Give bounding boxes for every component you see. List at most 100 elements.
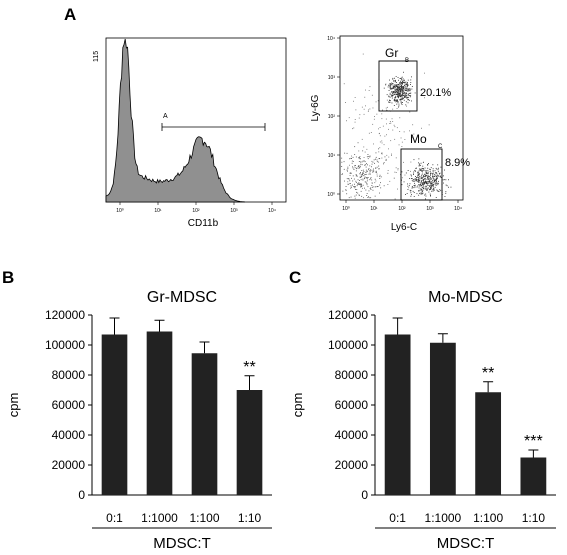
- dotplot-event: [403, 71, 404, 73]
- dotplot-event: [358, 194, 360, 196]
- dotplot-panel: Gr B 20.1% Mo C 8.9% 10⁰ 10¹ 10² 10³ 10⁴10⁰1…: [310, 35, 470, 233]
- dotplot-event: [423, 182, 425, 183]
- dotplot-event: [422, 184, 424, 186]
- dotplot-event: [418, 194, 420, 196]
- dotplot-event: [423, 186, 425, 188]
- dotplot-event: [406, 83, 408, 85]
- dotplot-event: [386, 134, 387, 136]
- dotplot-event: [398, 79, 399, 81]
- dotplot-event: [432, 181, 434, 183]
- dotplot-event: [402, 88, 404, 90]
- dotplot-event: [398, 144, 400, 146]
- dotplot-event: [392, 78, 394, 80]
- dotplot-event: [425, 185, 427, 187]
- dotplot-event: [360, 166, 361, 168]
- dotplot-event: [431, 185, 433, 187]
- dotplot-event: [356, 175, 357, 177]
- dotplot-event: [360, 163, 362, 165]
- dotplot-event: [362, 172, 364, 173]
- dotplot-event: [379, 192, 380, 194]
- dotplot-event: [383, 144, 385, 146]
- dotplot-event: [435, 182, 437, 184]
- dotplot-event: [371, 166, 372, 168]
- dotplot-event: [427, 177, 429, 179]
- dotplot-event: [409, 130, 410, 132]
- dotplot-event: [408, 187, 410, 189]
- dotplot-event: [398, 94, 400, 96]
- dotplot-event: [359, 156, 361, 157]
- dotplot-event: [403, 86, 404, 88]
- dotplot-event: [376, 159, 378, 161]
- dotplot-event: [388, 95, 389, 97]
- dotplot-event: [435, 177, 437, 179]
- dotplot-event: [425, 175, 427, 176]
- dotplot-event: [394, 85, 396, 87]
- dotplot-event: [397, 169, 399, 171]
- dotplot-event: [437, 175, 439, 177]
- dotplot-event: [361, 195, 363, 197]
- dotplot-event: [401, 84, 402, 86]
- dotplot-event: [397, 92, 399, 94]
- dotplot-event: [398, 85, 400, 87]
- dotplot-event: [391, 83, 393, 85]
- dotplot-event: [363, 172, 365, 174]
- dotplot-event: [389, 180, 391, 182]
- dotplot-event: [427, 175, 429, 177]
- dotplot-event: [385, 83, 387, 85]
- dotplot-event: [392, 108, 394, 110]
- dotplot-event: [394, 86, 395, 88]
- dotplot-event: [414, 178, 416, 180]
- dotplot-event: [391, 91, 393, 93]
- dotplot-event: [407, 85, 408, 87]
- dotplot-event: [434, 186, 436, 188]
- dotplot-event: [435, 167, 437, 169]
- dotplot-event: [403, 92, 405, 93]
- y-tick-label: 60000: [52, 398, 86, 412]
- dotplot-event: [411, 88, 413, 90]
- dotplot-event: [355, 182, 357, 183]
- dotplot-event: [436, 168, 438, 170]
- dotplot-event: [394, 171, 396, 173]
- dotplot-event: [405, 81, 407, 83]
- dotplot-event: [407, 84, 409, 86]
- dotplot-event: [419, 178, 421, 180]
- dotplot-event: [361, 170, 363, 171]
- dotplot-event: [425, 175, 426, 177]
- dotplot-event: [394, 92, 396, 94]
- dotplot-event: [392, 83, 394, 84]
- dotplot-event: [379, 176, 381, 177]
- dotplot-event: [440, 166, 442, 168]
- dotplot-event: [361, 161, 363, 163]
- dotplot-event: [381, 153, 382, 154]
- dotplot-event: [403, 88, 405, 90]
- dotplot-event: [422, 189, 424, 191]
- dotplot-event: [394, 85, 396, 87]
- dotplot-event: [372, 107, 374, 109]
- dotplot-event: [431, 183, 432, 185]
- dotplot-event: [400, 87, 402, 89]
- dotplot-event: [373, 159, 375, 161]
- dotplot-event: [405, 88, 407, 90]
- dotplot-event: [405, 83, 407, 85]
- dotplot-event: [375, 171, 377, 173]
- dotplot-event: [430, 187, 431, 188]
- dotplot-event: [397, 100, 398, 101]
- dotplot-event: [395, 85, 397, 86]
- dotplot-event: [364, 181, 366, 183]
- dotplot-event: [418, 158, 420, 160]
- dotplot-event: [385, 158, 387, 160]
- dotplot-event: [386, 99, 388, 101]
- dotplot-event: [343, 83, 345, 85]
- dotplot-event: [347, 184, 349, 185]
- dotplot-event: [416, 180, 418, 182]
- dotplot-event: [439, 176, 441, 178]
- dotplot-event: [367, 154, 369, 155]
- dotplot-event: [410, 79, 412, 81]
- dotplot-event: [351, 155, 352, 157]
- dotplot-event: [411, 186, 413, 187]
- dotplot-event: [417, 181, 419, 183]
- dotplot-event: [409, 189, 411, 191]
- dotplot-event: [398, 84, 400, 85]
- dotplot-event: [363, 160, 365, 162]
- dotplot-event: [394, 86, 396, 88]
